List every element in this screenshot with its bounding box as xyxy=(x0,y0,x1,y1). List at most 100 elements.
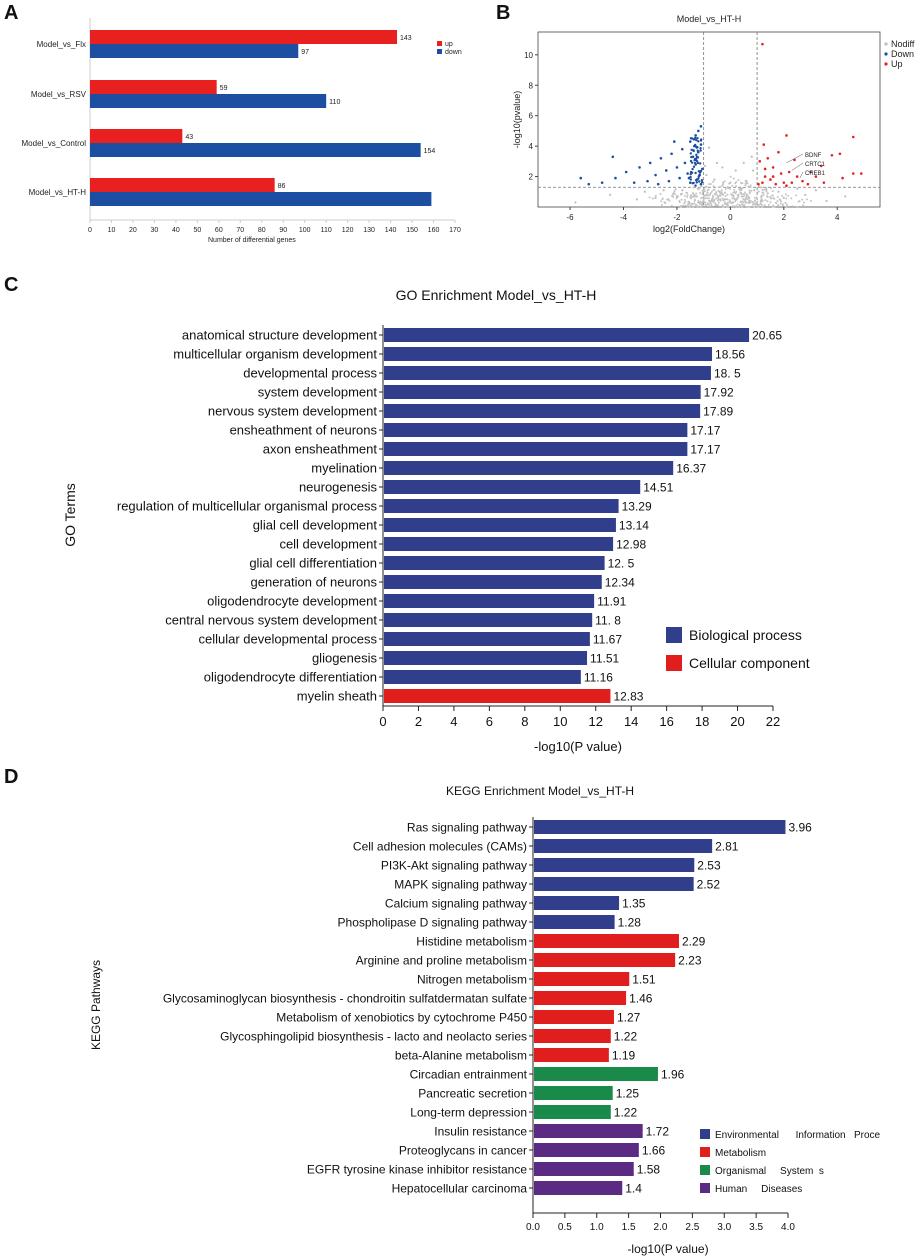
b-point-nodiff xyxy=(760,196,763,199)
b-point-up xyxy=(814,175,818,178)
b-point-down xyxy=(698,173,701,177)
b-point-down xyxy=(689,159,693,163)
b-point-up xyxy=(801,179,804,183)
c-bar-value-label: 11. 8 xyxy=(595,613,621,627)
b-point-nodiff xyxy=(757,203,760,206)
c-x-tick-label: 18 xyxy=(695,714,709,729)
b-point-nodiff xyxy=(771,190,774,193)
b-point-nodiff xyxy=(686,193,689,196)
b-point-nodiff xyxy=(651,197,654,200)
c-bar-value-label: 20.65 xyxy=(752,328,782,342)
b-point-nodiff xyxy=(760,186,763,189)
b-point-nodiff xyxy=(714,202,717,205)
b-legend-marker xyxy=(884,62,888,66)
d-category-label: Hepatocellular carcinoma xyxy=(392,1181,528,1195)
c-bar-value-label: 13.29 xyxy=(622,499,652,513)
b-point-up xyxy=(785,134,788,137)
b-point-nodiff xyxy=(672,193,675,196)
d-bar-value-label: 1.51 xyxy=(632,972,656,986)
b-point-down xyxy=(689,152,692,155)
b-point-nodiff xyxy=(708,199,711,202)
b-point-down xyxy=(587,182,591,186)
b-point-nodiff xyxy=(654,196,657,199)
b-point-nodiff xyxy=(749,184,752,187)
d-bar-value-label: 1.58 xyxy=(637,1162,661,1176)
b-point-nodiff xyxy=(635,198,638,201)
b-point-nodiff xyxy=(759,200,762,203)
b-point-nodiff xyxy=(735,185,738,188)
b-point-nodiff xyxy=(781,194,784,197)
b-point-nodiff xyxy=(742,161,745,164)
d-bar xyxy=(534,896,620,910)
b-point-down xyxy=(664,169,668,172)
d-bar-value-label: 1.27 xyxy=(617,1010,641,1024)
a-bar-value-label: 143 xyxy=(400,35,412,42)
b-point-nodiff xyxy=(740,200,743,203)
a-bar-up xyxy=(90,178,275,192)
d-bar xyxy=(534,858,695,872)
a-category-label: Model_vs_Control xyxy=(22,139,87,148)
a-bar-down xyxy=(90,192,432,206)
d-category-label: Metabolism of xenobiotics by cytochrome … xyxy=(276,1010,527,1024)
b-point-nodiff xyxy=(765,190,768,193)
b-point-nodiff xyxy=(773,205,776,208)
b-point-nodiff xyxy=(660,203,663,206)
b-point-nodiff xyxy=(747,185,750,188)
b-point-nodiff xyxy=(782,203,785,206)
b-point-nodiff xyxy=(787,194,790,197)
a-x-tick-label: 60 xyxy=(215,227,223,234)
b-point-up xyxy=(774,182,778,186)
b-point-nodiff xyxy=(703,187,706,190)
d-bar-value-label: 1.19 xyxy=(612,1048,636,1062)
b-point-nodiff xyxy=(687,203,690,206)
b-point-up xyxy=(785,184,788,187)
b-point-nodiff xyxy=(701,201,704,204)
c-bar-value-label: 17.17 xyxy=(690,423,720,437)
b-point-nodiff xyxy=(609,193,612,196)
b-point-down xyxy=(692,149,695,152)
b-point-nodiff xyxy=(796,205,799,208)
d-category-label: beta-Alanine metabolism xyxy=(395,1048,527,1062)
b-point-nodiff xyxy=(659,192,662,195)
b-point-nodiff xyxy=(710,198,713,201)
c-category-label: glial cell differentiation xyxy=(249,556,377,571)
b-point-up xyxy=(787,170,791,174)
a-x-tick-label: 100 xyxy=(299,227,311,234)
b-point-up xyxy=(838,152,842,156)
b-y-tick-label: 2 xyxy=(529,173,534,182)
b-point-nodiff xyxy=(733,198,736,201)
b-point-up xyxy=(795,175,799,178)
b-point-down xyxy=(691,155,695,159)
b-point-down xyxy=(693,144,696,148)
b-point-nodiff xyxy=(728,188,731,191)
b-point-nodiff xyxy=(681,189,684,192)
b-point-nodiff xyxy=(749,201,752,204)
b-point-nodiff xyxy=(679,192,682,195)
b-point-nodiff xyxy=(718,195,721,198)
d-legend-swatch xyxy=(700,1147,710,1157)
b-point-nodiff xyxy=(715,197,718,200)
c-bar xyxy=(384,575,602,589)
b-point-nodiff xyxy=(712,185,715,188)
b-point-nodiff xyxy=(697,201,700,204)
b-point-down xyxy=(700,180,704,184)
b-point-down xyxy=(688,181,692,184)
c-category-label: oligodendrocyte differentiation xyxy=(204,670,377,685)
b-point-nodiff xyxy=(706,203,709,206)
b-point-nodiff xyxy=(757,205,760,208)
b-point-nodiff xyxy=(731,201,735,204)
b-point-nodiff xyxy=(825,199,828,203)
b-point-nodiff xyxy=(683,194,686,197)
b-point-nodiff xyxy=(718,185,721,188)
d-bar-value-label: 2.81 xyxy=(715,839,739,853)
b-point-nodiff xyxy=(753,205,756,208)
c-bar-value-label: 11.16 xyxy=(584,670,613,684)
b-point-nodiff xyxy=(709,193,712,196)
b-point-nodiff xyxy=(713,188,716,191)
b-point-up xyxy=(771,175,775,178)
b-point-nodiff xyxy=(728,200,731,203)
b-point-nodiff xyxy=(744,182,747,185)
c-category-label: anatomical structure development xyxy=(182,328,377,343)
